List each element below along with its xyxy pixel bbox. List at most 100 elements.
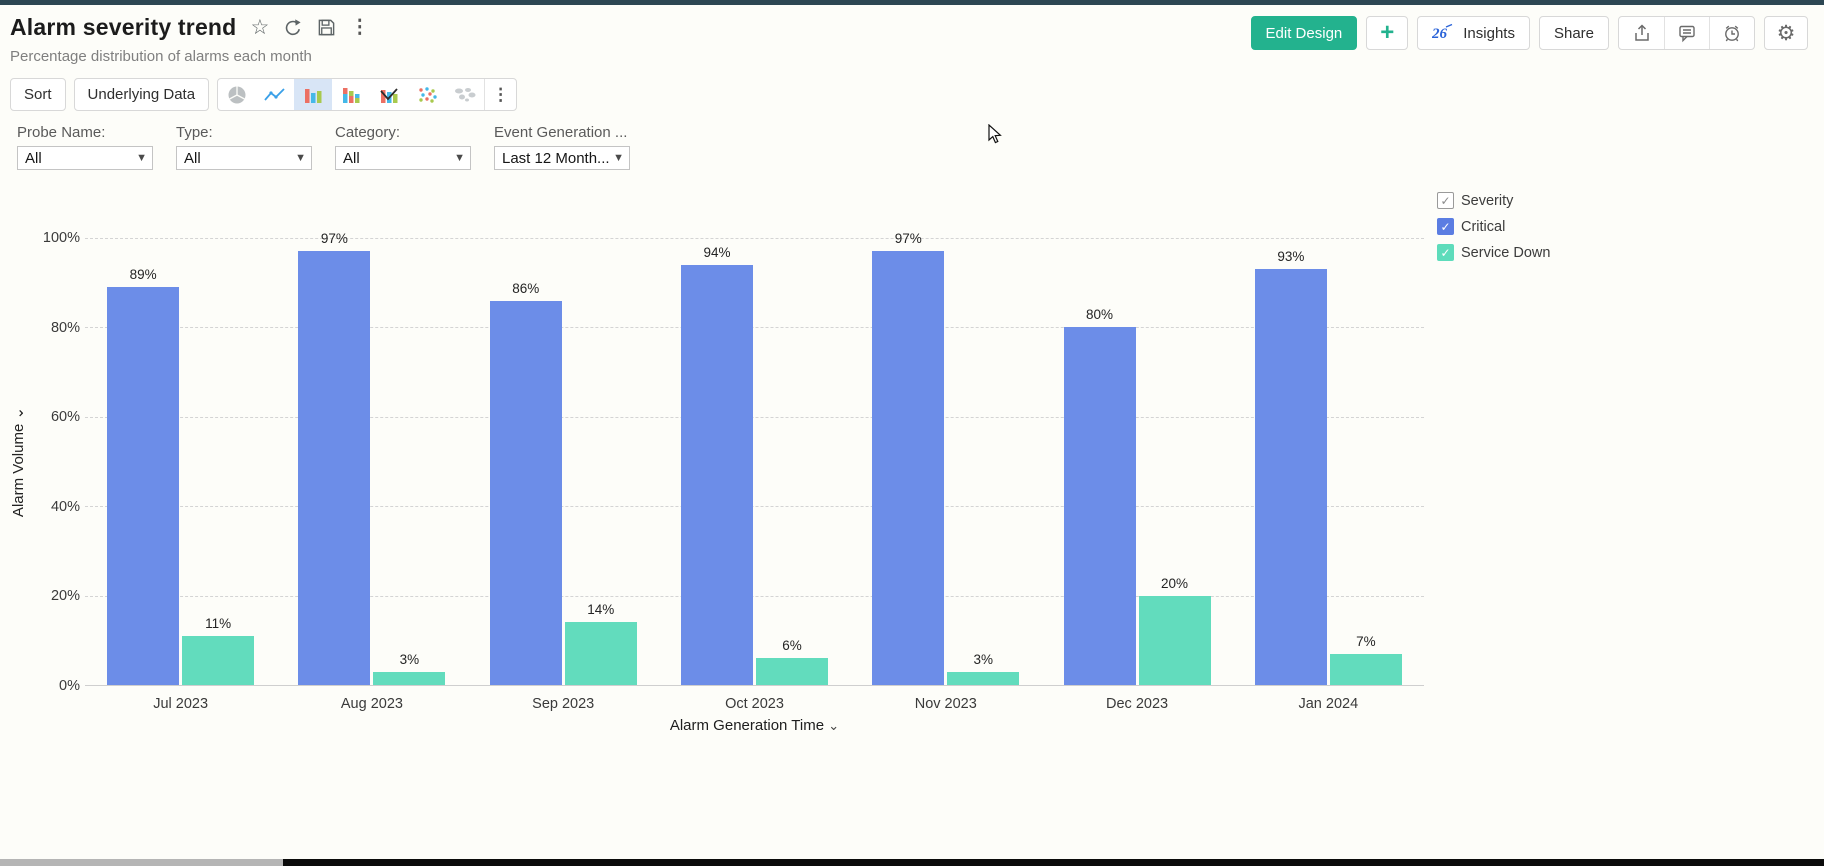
edit-design-button[interactable]: Edit Design — [1250, 16, 1358, 50]
checkbox-service-down[interactable]: ✓ — [1437, 244, 1454, 261]
filter-dropdown[interactable]: All ▼ — [176, 146, 312, 170]
chart-type-combo-icon[interactable] — [370, 79, 408, 110]
y-tick-label: 100% — [42, 230, 80, 246]
x-tick-label: Dec 2023 — [1106, 696, 1169, 712]
filter-label: Probe Name: — [17, 124, 106, 141]
top-border-strip — [0, 0, 1824, 5]
bar-service-down[interactable]: 3% — [947, 652, 1020, 685]
alert-clock-icon[interactable] — [1709, 17, 1754, 49]
bar-service-down[interactable]: 14% — [564, 602, 637, 685]
bar-critical[interactable]: 86% — [489, 281, 562, 685]
filter-dropdown[interactable]: All ▼ — [335, 146, 471, 170]
checkbox-severity[interactable]: ✓ — [1437, 192, 1454, 209]
bar-value-label: 97% — [320, 231, 348, 247]
save-icon[interactable] — [317, 18, 336, 37]
filter-selected-value: All — [25, 149, 42, 167]
chart-type-more-icon[interactable]: ⋮ — [484, 79, 516, 110]
filter-bar: Probe Name: All ▼ Type: All ▼ Category: … — [17, 124, 630, 170]
underlying-data-button[interactable]: Underlying Data — [73, 78, 210, 111]
bar-service-down[interactable]: 3% — [373, 652, 446, 685]
chart-type-line-icon[interactable] — [256, 79, 294, 110]
bar-service-down[interactable]: 11% — [182, 616, 255, 685]
filter-dropdown[interactable]: All ▼ — [17, 146, 153, 170]
bar-value-label: 11% — [205, 615, 232, 631]
bar-group: 97% 3% — [850, 231, 1041, 685]
x-axis-title[interactable]: Alarm Generation Time ⌄ — [669, 717, 840, 734]
chevron-down-icon: ▼ — [454, 152, 465, 164]
chart-legend: ✓ Severity ✓ Critical ✓ Service Down — [1437, 192, 1550, 261]
gridline — [85, 238, 1424, 239]
legend-item[interactable]: ✓ Critical — [1437, 218, 1550, 235]
export-icon[interactable] — [1619, 17, 1664, 49]
filter-selected-value: All — [184, 149, 201, 167]
gridline — [85, 595, 1424, 597]
zia-insights-icon: 26 — [1432, 23, 1456, 43]
insights-button[interactable]: 26 Insights — [1417, 16, 1530, 50]
title-more-options-icon[interactable]: ⋮ — [350, 17, 370, 38]
x-tick-label: Oct 2023 — [725, 696, 784, 712]
bar-critical[interactable]: 97% — [298, 231, 371, 685]
bar-service-down[interactable]: 7% — [1329, 634, 1402, 685]
y-tick-label: 0% — [59, 678, 80, 694]
filter: Category: All ▼ — [335, 124, 471, 170]
header-actions: Edit Design + 26 Insights Share ⚙ — [1250, 16, 1808, 50]
chart-type-pie-icon[interactable] — [218, 79, 256, 110]
bar-value-label: 14% — [587, 602, 615, 618]
y-tick-label: 60% — [50, 409, 80, 426]
filter-dropdown[interactable]: Last 12 Month... ▼ — [494, 146, 630, 170]
report-tools-group — [1618, 16, 1755, 50]
refresh-icon[interactable] — [283, 18, 303, 38]
comments-icon[interactable] — [1664, 17, 1709, 49]
add-button[interactable]: + — [1366, 16, 1409, 50]
bar-service-down[interactable]: 6% — [755, 638, 828, 685]
x-tick-label: Jan 2024 — [1298, 696, 1359, 712]
bar-group: 80% 20% — [1041, 238, 1232, 685]
x-tick-label: Aug 2023 — [340, 696, 403, 712]
chevron-down-icon: ▼ — [613, 152, 624, 164]
settings-button[interactable]: ⚙ — [1764, 16, 1808, 50]
legend-group-label: Severity — [1461, 192, 1514, 209]
gridline — [85, 416, 1424, 418]
bottom-progress-strip-left — [0, 859, 283, 866]
sort-button[interactable]: Sort — [10, 78, 66, 111]
y-tick-label: 80% — [50, 319, 80, 336]
x-tick-label: Jul 2023 — [153, 696, 209, 712]
bar-critical[interactable]: 89% — [107, 267, 180, 685]
y-tick-label: 20% — [50, 588, 80, 605]
chevron-down-icon: ▼ — [136, 152, 147, 164]
chart-type-bar-icon[interactable] — [294, 79, 333, 110]
checkbox-critical[interactable]: ✓ — [1437, 218, 1454, 235]
chart-type-scatter-icon[interactable] — [408, 79, 446, 110]
bottom-progress-strip-right — [283, 859, 1824, 866]
chart-type-switcher: ⋮ — [217, 78, 518, 111]
svg-text:26: 26 — [1432, 26, 1448, 42]
gridline — [85, 327, 1424, 329]
bar-service-down[interactable]: 20% — [1138, 576, 1211, 685]
favorite-star-icon[interactable]: ☆ — [250, 16, 270, 39]
filter-selected-value: All — [343, 149, 360, 167]
page-title: Alarm severity trend — [10, 14, 237, 40]
share-button[interactable]: Share — [1538, 16, 1609, 50]
legend-item-label: Service Down — [1461, 244, 1551, 261]
bar-critical[interactable]: 80% — [1063, 307, 1136, 685]
filter: Event Generation ... Last 12 Month... ▼ — [494, 124, 630, 170]
chart-type-stacked-bar-icon[interactable] — [332, 79, 370, 110]
x-tick-label: Sep 2023 — [532, 696, 595, 712]
gear-icon: ⚙ — [1776, 21, 1796, 45]
legend-group-toggle[interactable]: ✓ Severity — [1437, 192, 1550, 209]
bar-value-label: 3% — [399, 651, 420, 667]
bar-value-label: 6% — [782, 638, 802, 654]
chart-type-map-icon[interactable] — [446, 79, 484, 110]
legend-item[interactable]: ✓ Service Down — [1437, 244, 1550, 261]
bar-value-label: 3% — [973, 651, 994, 667]
bar-critical[interactable]: 94% — [680, 245, 753, 685]
bar-group: 94% 6% — [659, 238, 850, 685]
chart-toolbar: Sort Underlying Data ⋮ — [10, 78, 518, 111]
filter-label: Category: — [335, 124, 401, 141]
filter-label: Type: — [176, 124, 213, 141]
bar-critical[interactable]: 97% — [872, 231, 945, 685]
bar-value-label: 97% — [894, 231, 922, 247]
bar-critical[interactable]: 93% — [1254, 249, 1327, 685]
bar-value-label: 94% — [703, 244, 731, 260]
gridline — [85, 506, 1424, 508]
